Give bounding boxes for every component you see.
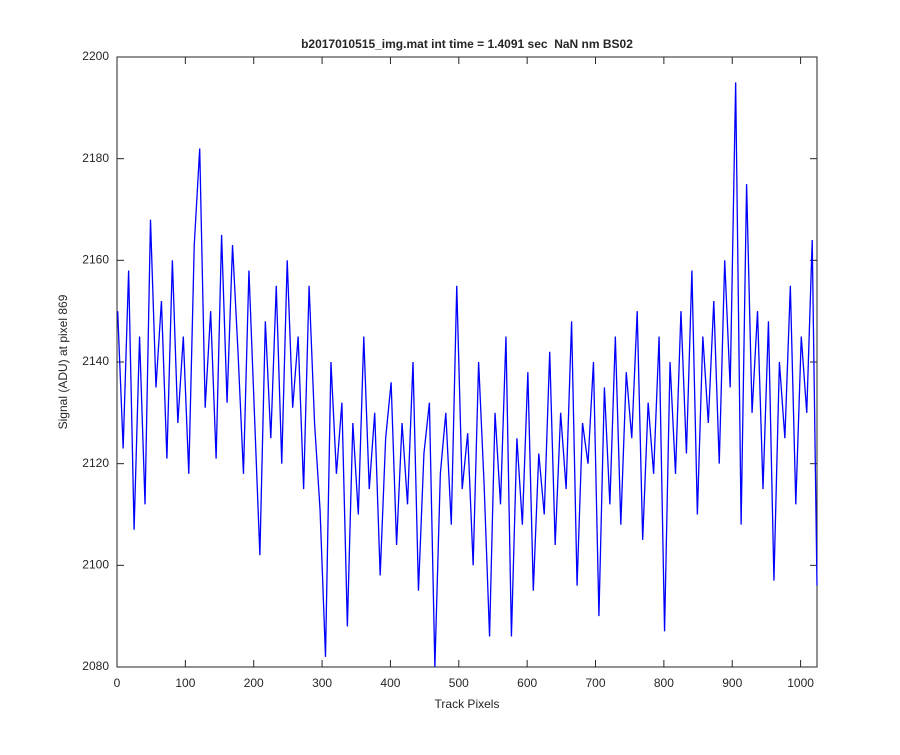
y-axis-label: Signal (ADU) at pixel 869 xyxy=(56,294,70,429)
data-line xyxy=(117,82,818,668)
x-tick-label: 800 xyxy=(654,676,674,690)
y-tick-label: 2200 xyxy=(82,49,109,63)
x-axis-label: Track Pixels xyxy=(435,697,500,711)
y-tick-label: 2080 xyxy=(82,659,109,673)
x-tick-label: 0 xyxy=(114,676,121,690)
chart-title: b2017010515_img.mat int time = 1.4091 se… xyxy=(301,37,633,51)
y-tick-label: 2140 xyxy=(82,354,109,368)
x-tick-label: 900 xyxy=(722,676,742,690)
x-tick-label: 500 xyxy=(449,676,469,690)
y-tick-label: 2180 xyxy=(82,151,109,165)
y-tick-label: 2120 xyxy=(82,456,109,470)
x-tick-label: 200 xyxy=(244,676,264,690)
y-tick-label: 2160 xyxy=(82,253,109,267)
x-tick-label: 100 xyxy=(175,676,195,690)
x-tick-label: 400 xyxy=(380,676,400,690)
x-tick-label: 700 xyxy=(586,676,606,690)
x-tick-label: 300 xyxy=(312,676,332,690)
plot-box xyxy=(116,56,818,668)
x-tick-label: 1000 xyxy=(787,676,814,690)
y-tick-label: 2100 xyxy=(82,558,109,572)
x-tick-label: 600 xyxy=(517,676,537,690)
